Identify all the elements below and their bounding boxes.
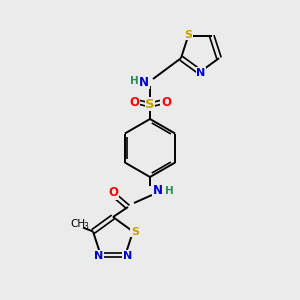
Text: S: S xyxy=(145,98,155,110)
Text: O: O xyxy=(129,95,139,109)
Text: 3: 3 xyxy=(84,222,88,231)
Text: S: S xyxy=(131,226,139,236)
Text: H: H xyxy=(165,186,173,196)
Text: H: H xyxy=(130,76,138,86)
Text: N: N xyxy=(153,184,163,197)
Text: O: O xyxy=(161,95,171,109)
Text: N: N xyxy=(139,76,149,88)
Text: O: O xyxy=(108,187,118,200)
Text: CH: CH xyxy=(70,218,86,229)
Text: S: S xyxy=(184,30,192,40)
Text: N: N xyxy=(123,251,132,261)
Text: N: N xyxy=(196,68,206,78)
Text: N: N xyxy=(94,251,103,261)
